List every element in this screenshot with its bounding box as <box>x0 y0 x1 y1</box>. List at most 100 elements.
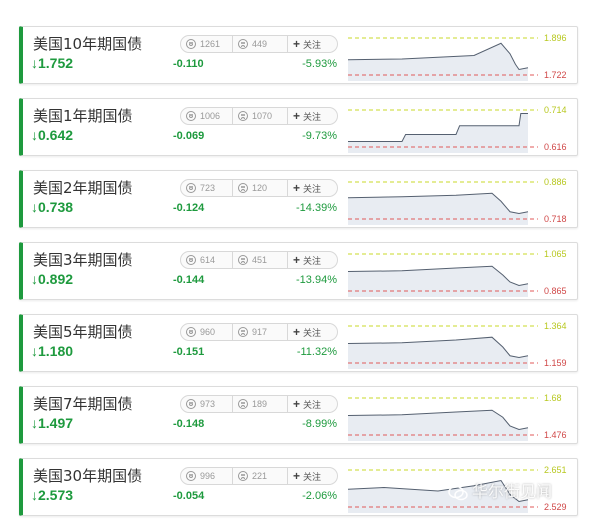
upvote-count: 1261 <box>200 39 221 49</box>
follow-button[interactable]: + 关注 <box>288 323 338 341</box>
upvote-count: 614 <box>200 255 216 265</box>
sparkline-area <box>348 113 528 153</box>
price-line <box>348 192 529 215</box>
frown-icon <box>238 183 248 193</box>
follow-button[interactable]: + 关注 <box>288 467 338 485</box>
bond-name: 美国3年期国债 <box>33 251 133 269</box>
follow-button[interactable]: + 关注 <box>288 35 338 53</box>
downvote-button[interactable]: 917 <box>233 323 288 341</box>
smile-icon <box>186 183 196 193</box>
frown-icon <box>238 255 248 265</box>
plus-icon: + <box>293 469 301 483</box>
bond-price: 2.573 <box>38 487 74 503</box>
follow-label: 关注 <box>303 111 322 122</box>
vote-group: 614 451 + 关注 <box>180 251 338 269</box>
bond-change: -0.069 <box>173 130 205 142</box>
sparkline-svg: 2.651 2.529 <box>348 465 567 513</box>
downvote-button[interactable]: 1070 <box>233 107 288 125</box>
bond-price-row: ↓1.180 <box>31 343 73 359</box>
bond-name: 美国5年期国债 <box>33 323 133 341</box>
down-arrow-icon: ↓ <box>31 199 38 215</box>
upvote-count: 960 <box>200 327 216 337</box>
bond-change-percent: -11.32% <box>296 346 337 358</box>
downvote-button[interactable]: 120 <box>233 179 288 197</box>
sparkline-svg: 0.886 0.718 <box>348 177 567 225</box>
down-arrow-icon: ↓ <box>31 127 38 143</box>
bond-card[interactable]: 美国5年期国债 ↓1.180 -0.151 -11.32% 960 917 + 关… <box>19 314 578 372</box>
price-line <box>348 113 528 142</box>
bond-card[interactable]: 美国30年期国债 ↓2.573 -0.054 -2.06% 996 221 + 关… <box>19 458 578 516</box>
follow-label: 关注 <box>303 399 322 410</box>
bond-card[interactable]: 美国3年期国债 ↓0.892 -0.144 -13.94% 614 451 + 关… <box>19 242 578 300</box>
downvote-count: 917 <box>252 327 268 337</box>
high-label: 1.364 <box>544 321 567 331</box>
sparkline-svg: 1.68 1.476 <box>348 393 567 441</box>
intraday-chart: 0.886 0.718 <box>348 173 577 225</box>
downvote-button[interactable]: 189 <box>233 395 288 413</box>
high-label: 0.886 <box>544 177 567 187</box>
upvote-button[interactable]: 960 <box>180 323 233 341</box>
bond-change-percent: -14.39% <box>296 202 337 214</box>
smile-icon <box>186 111 196 121</box>
follow-button[interactable]: + 关注 <box>288 107 338 125</box>
price-line <box>348 479 529 503</box>
sparkline-svg: 0.714 0.616 <box>348 105 567 153</box>
vote-group: 973 189 + 关注 <box>180 395 338 413</box>
downvote-count: 449 <box>252 39 268 49</box>
follow-label: 关注 <box>303 39 322 50</box>
bond-change-percent: -5.93% <box>302 58 337 70</box>
frown-icon <box>238 471 248 481</box>
sparkline-area <box>348 480 528 513</box>
downvote-count: 189 <box>252 399 268 409</box>
bond-card[interactable]: 美国7年期国债 ↓1.497 -0.148 -8.99% 973 189 + 关注… <box>19 386 578 444</box>
bond-card[interactable]: 美国10年期国债 ↓1.752 -0.110 -5.93% 1261 449 +… <box>19 26 578 84</box>
upvote-button[interactable]: 996 <box>180 467 233 485</box>
upvote-button[interactable]: 723 <box>180 179 233 197</box>
downvote-count: 221 <box>252 471 268 481</box>
low-label: 1.722 <box>544 70 567 80</box>
downvote-count: 1070 <box>252 111 273 121</box>
down-arrow-icon: ↓ <box>31 55 38 71</box>
high-label: 1.896 <box>544 33 567 43</box>
price-line <box>348 409 529 431</box>
smile-icon <box>186 471 196 481</box>
upvote-button[interactable]: 614 <box>180 251 233 269</box>
intraday-chart: 0.714 0.616 <box>348 101 577 153</box>
plus-icon: + <box>293 253 301 267</box>
upvote-button[interactable]: 1261 <box>180 35 233 53</box>
follow-button[interactable]: + 关注 <box>288 179 338 197</box>
bond-name: 美国2年期国债 <box>33 179 133 197</box>
upvote-button[interactable]: 1006 <box>180 107 233 125</box>
follow-button[interactable]: + 关注 <box>288 251 338 269</box>
watermark: 华尔街见闻 <box>448 478 552 502</box>
low-label: 0.865 <box>544 286 567 296</box>
vote-group: 960 917 + 关注 <box>180 323 338 341</box>
upvote-count: 973 <box>200 399 216 409</box>
follow-label: 关注 <box>303 471 322 482</box>
upvote-count: 723 <box>200 183 216 193</box>
sparkline-area <box>348 266 528 297</box>
downvote-button[interactable]: 449 <box>233 35 288 53</box>
bond-card[interactable]: 美国1年期国债 ↓0.642 -0.069 -9.73% 1006 1070 +… <box>19 98 578 156</box>
bond-price: 1.752 <box>38 55 74 71</box>
sparkline-area <box>348 337 528 369</box>
follow-button[interactable]: + 关注 <box>288 395 338 413</box>
sparkline-area <box>348 193 528 225</box>
price-line <box>348 265 529 287</box>
low-label: 0.616 <box>544 142 567 152</box>
high-label: 1.68 <box>544 393 562 403</box>
downvote-button[interactable]: 451 <box>233 251 288 269</box>
watermark-text: 华尔街见闻 <box>472 482 553 501</box>
downvote-button[interactable]: 221 <box>233 467 288 485</box>
upvote-button[interactable]: 973 <box>180 395 233 413</box>
intraday-chart: 1.364 1.159 <box>348 317 577 369</box>
bond-change-percent: -2.06% <box>302 490 337 502</box>
plus-icon: + <box>293 397 301 411</box>
frown-icon <box>238 111 248 121</box>
bond-name: 美国1年期国债 <box>33 107 133 125</box>
vote-group: 723 120 + 关注 <box>180 179 338 197</box>
bond-change: -0.110 <box>173 58 204 70</box>
frown-icon <box>238 327 248 337</box>
smile-icon <box>186 399 196 409</box>
bond-card[interactable]: 美国2年期国债 ↓0.738 -0.124 -14.39% 723 120 + 关… <box>19 170 578 228</box>
